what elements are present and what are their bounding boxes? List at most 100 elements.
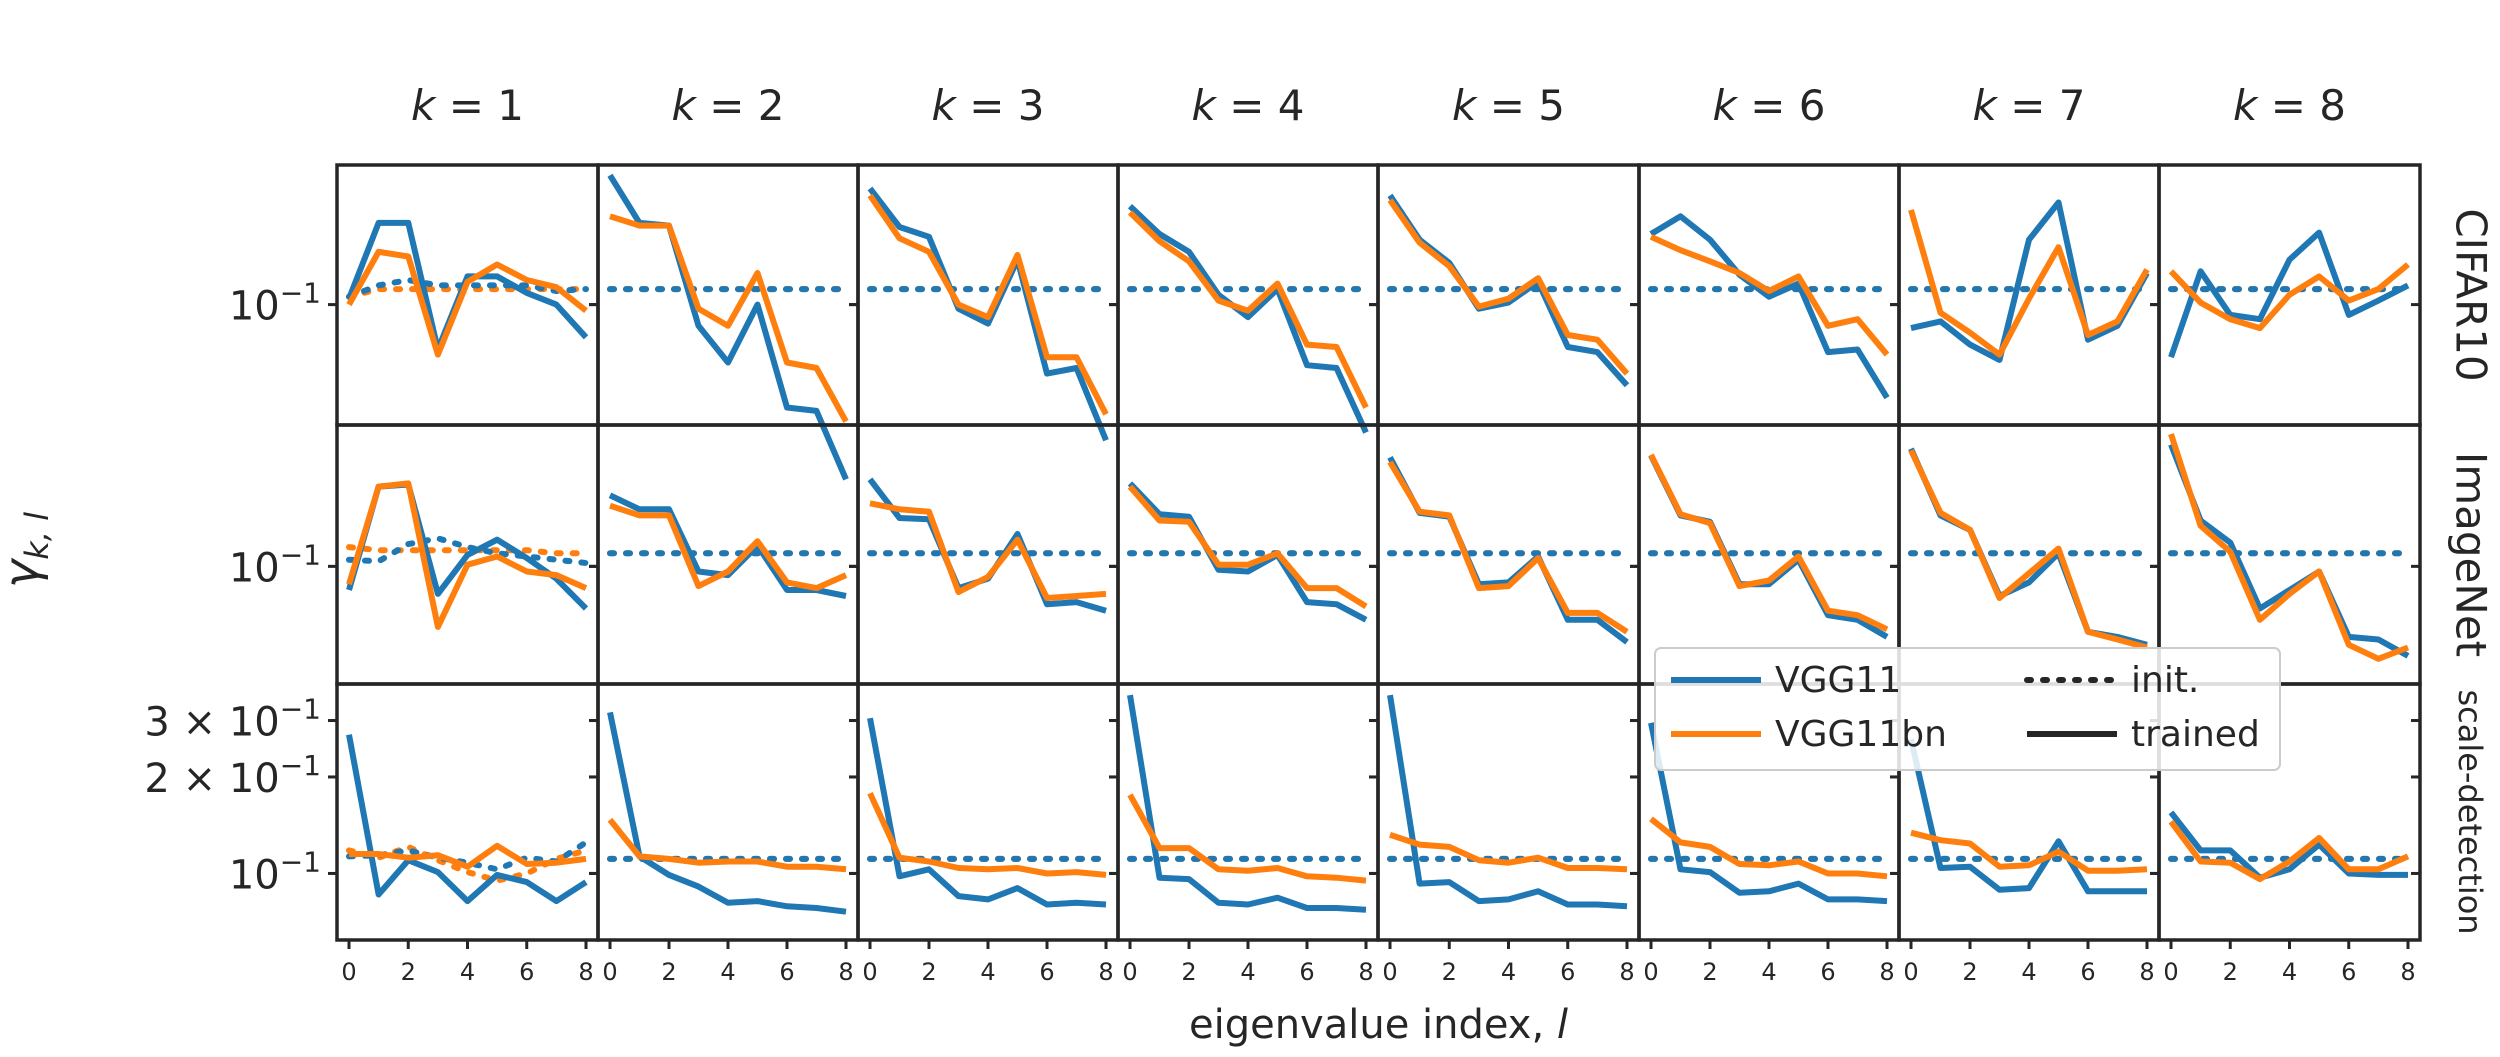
line-vgg11bn-trained [1910,829,2148,874]
xtick-label: 2 [2223,958,2238,986]
column-title-k1: k = 1 [411,81,524,130]
xtick-label: 6 [1299,958,1314,986]
row-label-imagenet: ImageNet [2447,452,2496,657]
xtick-label: 6 [779,958,794,986]
xtick-label: 8 [2400,958,2415,986]
xtick-label: 2 [401,958,416,986]
xtick-label: 0 [1903,958,1918,986]
line-vgg11bn-trained [1649,234,1890,357]
xtick-label: 0 [341,958,356,986]
xtick-label: 6 [1560,958,1575,986]
xtick-label: 0 [2163,958,2178,986]
column-title-k7: k = 7 [1973,81,2086,130]
ytick-label: 10−1 [229,277,321,330]
line-vgg11bn-trained [346,248,588,358]
column-title-k5: k = 5 [1452,81,1565,130]
line-vgg11-trained [608,492,847,599]
line-vgg11bn-trained [1389,831,1628,873]
y-axis-label: γk, l [0,512,56,588]
line-vgg11bn-trained [2168,262,2410,332]
line-vgg11-trained [1908,738,2147,895]
xtick-label: 8 [1879,958,1894,986]
line-vgg11bn-trained [607,817,847,873]
line-vgg11bn-trained [869,500,1107,601]
column-title-k6: k = 6 [1713,81,1826,130]
line-vgg11bn-trained [867,193,1109,416]
line-vgg11bn-trained [609,502,848,592]
xtick-label: 2 [1962,958,1977,986]
ytick-label: 10−1 [229,845,321,898]
line-vgg11-trained [1910,199,2150,363]
line-vgg11-trained [346,734,588,905]
xtick-label: 6 [1039,958,1054,986]
panel-cifar10-k8 [2150,163,2422,427]
xtick-label: 0 [1643,958,1658,986]
line-vgg11bn-trained [867,791,1107,878]
legend-label-trained: trained [2131,714,2260,755]
legend-label-vgg11bn: VGG11bn [1775,714,1947,755]
line-vgg11-trained [867,717,1107,908]
xtick-label: 8 [1619,958,1634,986]
line-vgg11bn-trained [1127,210,1369,409]
xtick-label: 4 [2021,958,2036,986]
xtick-label: 6 [519,958,534,986]
line-vgg11bn-trained [1648,453,1889,633]
xtick-label: 0 [1382,958,1397,986]
x-axis-label: eigenvalue index, l [1189,1002,1568,1048]
line-vgg11-trained [1648,722,1888,905]
figure-labels: 10−1 CIFAR10 10−1 ImageNet 3 × 10−12 × 10−1 1… [0,81,2496,1048]
xtick-label: 2 [1442,958,1457,986]
line-vgg11-trained [346,219,589,353]
xtick-label: 8 [838,958,853,986]
line-vgg11-trained [1127,481,1368,623]
xtick-label: 8 [2139,958,2154,986]
xtick-label: 2 [1181,958,1196,986]
xtick-label: 4 [980,958,995,986]
column-title-k8: k = 8 [2233,81,2346,130]
xtick-label: 4 [720,958,735,986]
xtick-label: 0 [1122,958,1137,986]
line-vgg11bn-trained [2168,819,2410,883]
line-vgg11-trained [2168,810,2408,881]
ytick-label: 10−1 [229,538,321,591]
xtick-label: 8 [1358,958,1373,986]
line-vgg11-trained [867,186,1109,442]
xtick-label: 2 [661,958,676,986]
line-vgg11bn-init [346,286,589,300]
line-vgg11-trained [1127,694,1367,913]
line-vgg11bn-trained [1127,484,1368,609]
line-vgg11bn-init [346,544,589,557]
line-vgg11bn-trained [2168,433,2410,662]
legend: VGG11 VGG11bn init. trained [1654,647,2281,771]
legend-box [1654,647,2281,771]
ytick-label: 2 × 10−1 [144,749,321,802]
row-label-cifar10: CIFAR10 [2447,208,2496,381]
line-vgg11-trained [1649,213,1890,400]
line-vgg11-trained [1387,694,1628,910]
line-vgg11-trained [2168,443,2410,659]
xtick-label: 2 [1702,958,1717,986]
xtick-label: 4 [1501,958,1516,986]
row-label-scale-detection: scale-detection [2451,689,2489,934]
xtick-label: 6 [2080,958,2095,986]
line-vgg11bn-trained [346,480,588,630]
line-vgg11bn-trained [1908,449,2148,651]
panel-cifar10-k3 [849,163,1120,442]
legend-label-init: init. [2131,660,2199,701]
line-vgg11bn-trained [1649,816,1888,880]
line-vgg11bn-trained [609,213,849,423]
xtick-label: 4 [2282,958,2297,986]
panel-scale-detection-k7: 0 2 4 6 8 [1890,682,2161,986]
legend-label-vgg11: VGG11 [1775,660,1901,701]
column-title-k4: k = 4 [1192,81,1305,130]
ytick-label: 3 × 10−1 [144,693,321,746]
line-vgg11bn-trained [1387,460,1629,635]
xtick-label: 0 [862,958,877,986]
line-vgg11-trained [607,711,847,915]
xtick-label: 8 [578,958,593,986]
line-vgg11-init [346,535,589,566]
panel-scale-detection-k8: 0 2 4 6 8 [2150,682,2422,986]
line-vgg11bn-trained [349,842,587,870]
